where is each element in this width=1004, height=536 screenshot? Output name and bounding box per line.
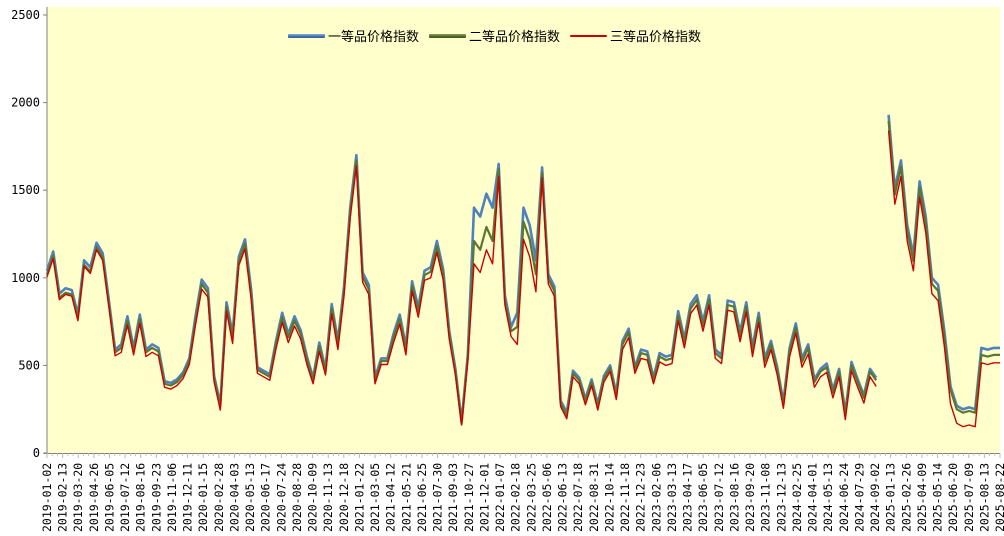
x-axis-tick-label: 2022-07-18	[571, 463, 585, 532]
legend-label-grade2: 二等品价格指数	[469, 30, 561, 45]
x-axis-tick-label: 2025-08-13	[977, 463, 991, 532]
series-line-3	[46, 130, 1000, 428]
x-axis-tick-label: 2023-11-08	[759, 463, 773, 532]
x-axis-tick-label: 2022-10-14	[602, 463, 616, 532]
x-axis-tick-label: 2025-05-14	[931, 463, 945, 532]
x-axis-tick-label: 2023-08-16	[727, 463, 741, 532]
x-axis-tick-label: 2023-09-20	[743, 463, 757, 532]
x-axis-tick-label: 2019-04-26	[87, 463, 101, 532]
y-axis-tick-label: 1000	[11, 271, 40, 285]
x-axis-tick-label: 2021-03-05	[368, 463, 382, 532]
x-axis-tick-label: 2024-02-25	[790, 463, 804, 532]
x-axis-tick-label: 2021-06-25	[415, 463, 429, 532]
x-axis-tick-label: 2019-01-02	[40, 463, 54, 532]
x-axis-tick-label: 2025-04-09	[915, 463, 929, 532]
x-axis-tick-label: 2020-01-15	[196, 463, 210, 532]
x-axis-tick-label: 2020-06-17	[259, 463, 273, 532]
x-axis-tick-label: 2020-02-28	[212, 463, 226, 532]
x-axis-tick-label: 2023-12-13	[774, 463, 788, 532]
x-axis-tick-label: 2025-02-26	[899, 463, 913, 532]
x-axis-tick-label: 2019-06-05	[102, 463, 116, 532]
x-axis-tick-label: 2025-07-09	[962, 463, 976, 532]
y-axis-tick-label: 2000	[11, 96, 40, 110]
grade2-line-swatch-icon	[429, 33, 467, 38]
x-axis-tick-label: 2020-07-24	[274, 463, 288, 532]
x-axis-tick-label: 2019-03-20	[71, 463, 85, 532]
x-axis-tick-label: 2023-07-12	[712, 463, 726, 532]
x-axis-tick-label: 2020-04-03	[227, 463, 241, 532]
x-axis-tick-label: 2022-01-07	[493, 463, 507, 532]
x-axis-tick-label: 2025-06-20	[946, 463, 960, 532]
x-axis-tick-label: 2023-04-17	[681, 463, 695, 532]
x-axis-tick-label: 2024-04-01	[806, 463, 820, 532]
x-axis-tick-label: 2020-10-09	[306, 463, 320, 532]
x-axis-tick-label: 2022-08-31	[587, 463, 601, 532]
legend-label-grade1: 一等品价格指数	[328, 30, 420, 45]
x-axis-tick-label: 2023-02-06	[649, 463, 663, 532]
x-axis-tick-label: 2022-05-06	[540, 463, 554, 532]
y-axis-tick-label: 2500	[11, 8, 40, 22]
x-axis-tick-label: 2025-08-22	[993, 463, 1004, 532]
grade3-line-swatch-icon	[570, 34, 608, 37]
x-axis-tick-label: 2020-12-18	[337, 463, 351, 532]
x-axis-tick-label: 2023-03-13	[665, 463, 679, 532]
grade1-line-swatch-icon	[288, 33, 325, 38]
x-axis-tick-label: 2022-03-25	[524, 463, 538, 532]
x-axis-tick-label: 2021-07-30	[431, 463, 445, 532]
x-axis-tick-label: 2020-08-28	[290, 463, 304, 532]
x-axis-tick-label: 2021-05-21	[399, 463, 413, 532]
legend-item-grade2: 二等品价格指数	[429, 26, 560, 45]
x-axis-tick-label: 2021-10-27	[462, 463, 476, 532]
x-axis-tick-label: 2022-11-18	[618, 463, 632, 532]
x-axis-tick-label: 2023-06-05	[696, 463, 710, 532]
x-axis-tick-label: 2019-08-16	[134, 463, 148, 532]
x-axis-tick-label: 2019-12-11	[181, 463, 195, 532]
x-axis-tick-label: 2024-06-24	[837, 463, 851, 532]
y-axis-tick-label: 1500	[11, 183, 40, 197]
x-axis-tick-label: 2022-06-13	[556, 463, 570, 532]
x-axis-tick-label: 2019-11-06	[165, 463, 179, 532]
x-axis-tick-label: 2024-07-29	[852, 463, 866, 532]
x-axis-tick-label: 2021-04-12	[384, 463, 398, 532]
y-axis-tick-label: 0	[33, 446, 40, 460]
x-axis-tick-label: 2022-02-18	[509, 463, 523, 532]
x-axis-tick-label: 2024-09-02	[868, 463, 882, 532]
x-axis-tick-label: 2022-12-23	[634, 463, 648, 532]
x-axis-tick-label: 2024-05-13	[821, 463, 835, 532]
x-axis-tick-label: 2020-11-13	[321, 463, 335, 532]
x-axis-tick-label: 2021-01-22	[352, 463, 366, 532]
x-axis-tick-label: 2019-07-12	[118, 463, 132, 532]
x-axis-tick-label: 2020-05-13	[243, 463, 257, 532]
y-axis-tick-label: 500	[18, 358, 40, 372]
chart-legend: 一等品价格指数 二等品价格指数 三等品价格指数	[288, 26, 701, 45]
x-axis-tick-label: 2025-01-13	[884, 463, 898, 532]
x-axis-tick-label: 2019-09-23	[149, 463, 163, 532]
x-axis-tick-label: 2021-09-03	[446, 463, 460, 532]
x-axis-tick-label: 2019-02-13	[56, 463, 70, 532]
legend-label-grade3: 三等品价格指数	[610, 30, 702, 45]
x-axis-tick-label: 2021-12-01	[477, 463, 491, 532]
legend-item-grade1: 一等品价格指数	[288, 26, 419, 45]
legend-item-grade3: 三等品价格指数	[570, 26, 701, 45]
